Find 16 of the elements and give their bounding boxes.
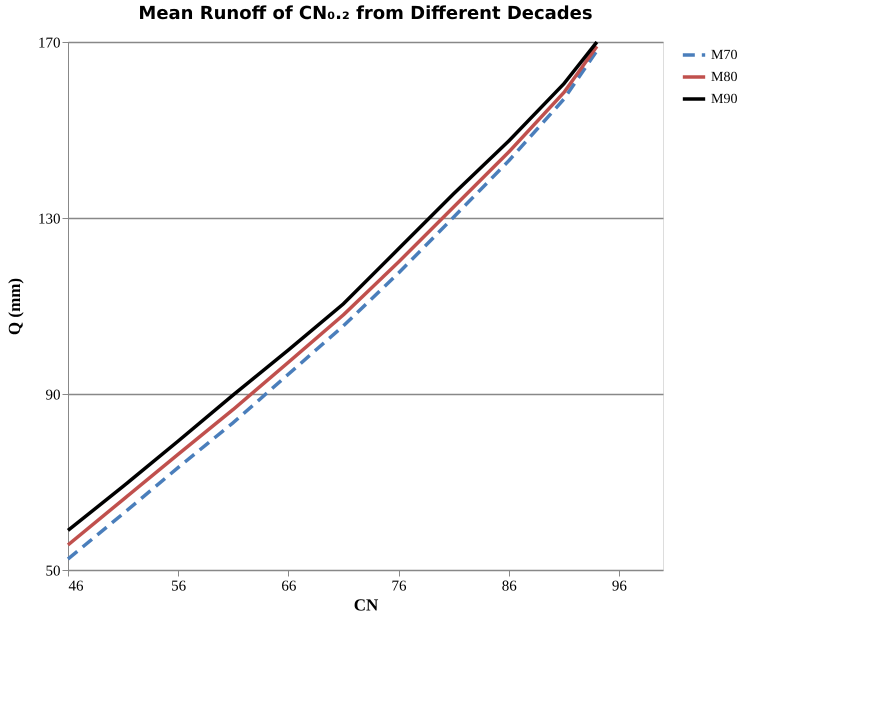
y-axis-title: Q (mm) (5, 278, 24, 336)
legend-label: M80 (711, 70, 738, 85)
x-tick-label: 96 (612, 578, 628, 594)
y-tick-label: 170 (38, 36, 60, 52)
x-tick-label: 56 (171, 578, 187, 594)
x-tick-label: 46 (68, 578, 84, 594)
y-tick-label: 130 (38, 212, 60, 228)
legend-label: M90 (711, 92, 738, 107)
x-tick-label: 76 (392, 578, 408, 594)
chart-title: Mean Runoff of CN₀.₂ from Different Decades (138, 3, 593, 24)
x-tick-label: 86 (502, 578, 518, 594)
y-tick-label: 50 (46, 564, 60, 580)
y-tick-label: 90 (46, 388, 60, 404)
legend-label: M70 (711, 48, 738, 63)
x-tick-label: 66 (281, 578, 297, 594)
x-axis-title: CN (354, 596, 379, 614)
